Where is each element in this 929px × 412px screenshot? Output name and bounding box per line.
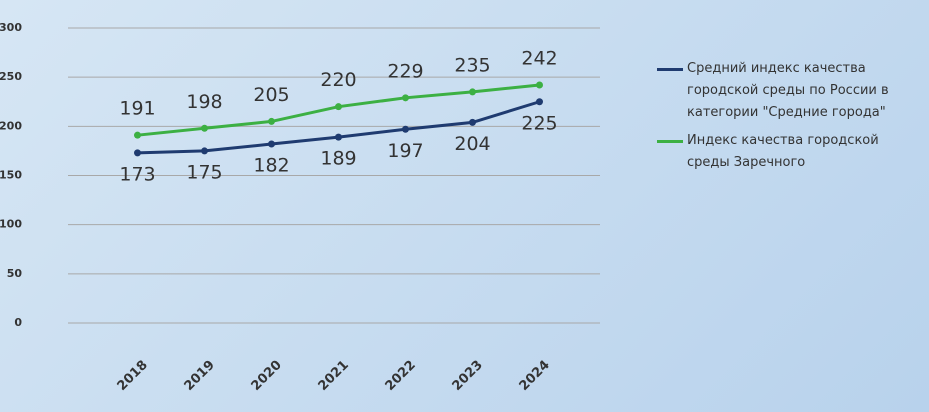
x-tick-label: 2022 xyxy=(383,358,419,394)
legend-label: Средний индекс качества городской среды … xyxy=(687,61,889,120)
data-label: 229 xyxy=(387,60,423,82)
legend-label: Индекс качества городской среды Заречног… xyxy=(687,133,879,170)
data-label: 198 xyxy=(186,91,222,113)
point xyxy=(268,117,275,125)
point xyxy=(469,88,476,96)
y-tick-label: 0 xyxy=(14,316,22,329)
data-label: 242 xyxy=(521,48,557,70)
data-label: 205 xyxy=(253,84,289,106)
x-tick-label: 2018 xyxy=(115,358,151,394)
data-label: 235 xyxy=(454,54,490,76)
point xyxy=(335,103,342,111)
y-tick-label: 300 xyxy=(0,21,22,34)
y-tick-label: 100 xyxy=(0,218,22,231)
y-tick-label: 250 xyxy=(0,70,22,83)
legend-item: Средний индекс качества городской среды … xyxy=(655,58,925,124)
y-tick-label: 50 xyxy=(7,267,23,280)
point xyxy=(536,98,543,106)
point xyxy=(134,149,141,157)
data-label: 204 xyxy=(454,133,490,155)
point xyxy=(536,81,543,89)
point xyxy=(201,124,208,132)
legend-swatch xyxy=(655,58,687,80)
data-label: 189 xyxy=(320,148,356,170)
data-label: 225 xyxy=(521,112,557,134)
x-tick-label: 2019 xyxy=(182,358,218,394)
data-label: 182 xyxy=(253,155,289,177)
point xyxy=(402,125,409,133)
x-tick-label: 2023 xyxy=(450,358,486,394)
data-label: 191 xyxy=(119,98,155,120)
point xyxy=(201,147,208,155)
x-tick-label: 2020 xyxy=(249,358,285,394)
x-tick-label: 2024 xyxy=(517,358,553,394)
point xyxy=(335,133,342,141)
legend: Средний индекс качества городской среды … xyxy=(655,58,925,180)
y-tick-label: 150 xyxy=(0,169,22,182)
point xyxy=(469,118,476,126)
legend-swatch xyxy=(655,130,687,152)
x-tick-label: 2021 xyxy=(316,358,352,394)
chart: 0 50 100 150 200 250 300 2018 2019 2020 2021 2022 20… xyxy=(0,21,600,394)
data-label: 173 xyxy=(119,163,155,185)
point xyxy=(268,140,275,148)
point xyxy=(134,131,141,139)
y-tick-label: 200 xyxy=(0,119,22,132)
data-label: 197 xyxy=(387,140,423,162)
data-label: 175 xyxy=(186,161,222,183)
data-label: 220 xyxy=(320,69,356,91)
legend-item: Индекс качества городской среды Заречног… xyxy=(655,130,925,174)
point xyxy=(402,94,409,102)
